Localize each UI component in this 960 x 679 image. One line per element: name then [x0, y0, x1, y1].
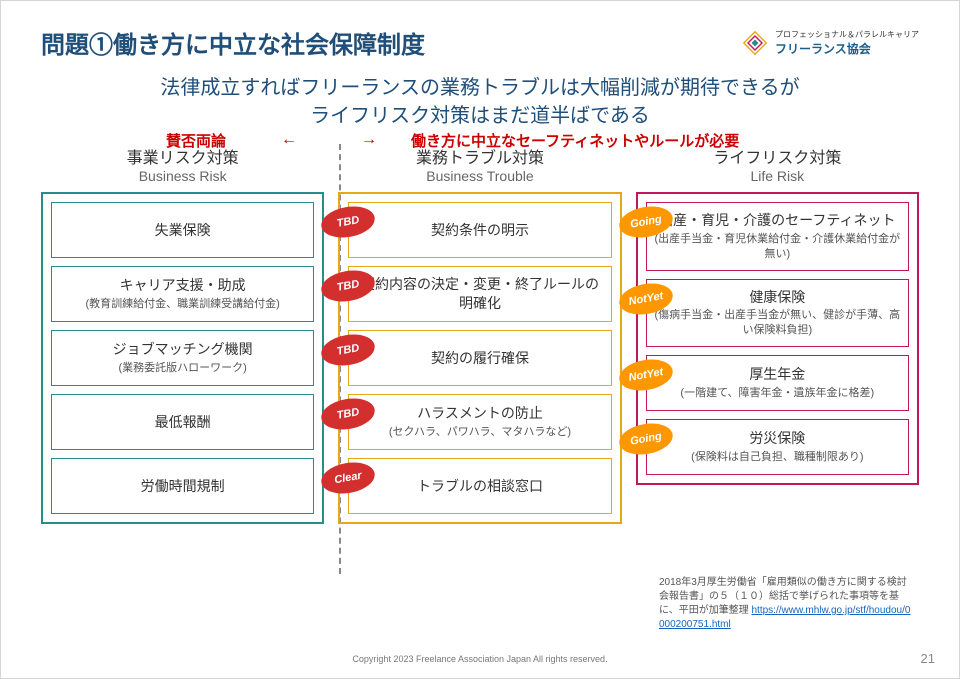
box-item: 労働時間規制: [51, 458, 314, 514]
box-item: Clearトラブルの相談窓口: [348, 458, 611, 514]
box-item: ジョブマッチング機関(業務委託版ハローワーク): [51, 330, 314, 386]
page-number: 21: [921, 651, 935, 666]
col-header-jp: 事業リスク対策: [41, 144, 324, 168]
subtitle-line1: 法律成立すればフリーランスの業務トラブルは大幅削減が期待できるが: [41, 74, 919, 102]
box-item: TBD契約内容の決定・変更・終了ルールの明確化: [348, 266, 611, 322]
columns-container: 事業リスク対策 Business Risk 失業保険 キャリア支援・助成(教育訓…: [41, 144, 919, 524]
logo-text: プロフェッショナル＆パラレルキャリア フリーランス協会: [775, 29, 919, 57]
column-life-risk: ライフリスク対策 Life Risk Going出産・育児・介護のセーフティネッ…: [636, 144, 919, 524]
diamond-logo-icon: [741, 29, 769, 57]
box-item: TBDハラスメントの防止(セクハラ、パワハラ、マタハラなど): [348, 394, 611, 450]
boxes: Going出産・育児・介護のセーフティネット(出産手当金・育児休業給付金・介護休…: [636, 192, 919, 485]
box-item: TBD契約の履行確保: [348, 330, 611, 386]
box-item: NotYet厚生年金(一階建て、障害年金・遺族年金に格差): [646, 355, 909, 411]
boxes: 失業保険 キャリア支援・助成(教育訓練給付金、職業訓練受講給付金) ジョブマッチ…: [41, 192, 324, 524]
slide: プロフェッショナル＆パラレルキャリア フリーランス協会 問題①働き方に中立な社会…: [0, 0, 960, 679]
box-item: NotYet健康保険(傷病手当金・出産手当金が無い、健診が手薄、高い保険料負担): [646, 279, 909, 348]
col-header-en: Business Trouble: [338, 168, 621, 184]
box-item: Going出産・育児・介護のセーフティネット(出産手当金・育児休業給付金・介護休…: [646, 202, 909, 271]
col-header-jp: 業務トラブル対策: [338, 144, 621, 168]
logo: プロフェッショナル＆パラレルキャリア フリーランス協会: [741, 29, 919, 57]
column-business-trouble: 業務トラブル対策 Business Trouble TBD契約条件の明示 TBD…: [338, 144, 621, 524]
logo-name: フリーランス協会: [775, 40, 919, 57]
col-header: 事業リスク対策 Business Risk: [41, 144, 324, 184]
col-header: ライフリスク対策 Life Risk: [636, 144, 919, 184]
column-business-risk: 事業リスク対策 Business Risk 失業保険 キャリア支援・助成(教育訓…: [41, 144, 324, 524]
col-header-en: Life Risk: [636, 168, 919, 184]
col-header: 業務トラブル対策 Business Trouble: [338, 144, 621, 184]
footer-note: 2018年3月厚生労働省「雇用類似の働き方に関する検討会報告書」の５（１０）総括…: [659, 576, 911, 632]
col-header-jp: ライフリスク対策: [636, 144, 919, 168]
subtitle: 法律成立すればフリーランスの業務トラブルは大幅削減が期待できるが ライフリスク対…: [41, 74, 919, 130]
boxes: TBD契約条件の明示 TBD契約内容の決定・変更・終了ルールの明確化 TBD契約…: [338, 192, 621, 524]
box-item: TBD契約条件の明示: [348, 202, 611, 258]
copyright: Copyright 2023 Freelance Association Jap…: [1, 654, 959, 664]
subtitle-line2: ライフリスク対策はまだ道半ばである: [41, 102, 919, 130]
box-item: Going労災保険(保険料は自己負担、職種制限あり): [646, 419, 909, 475]
box-item: 最低報酬: [51, 394, 314, 450]
box-item: キャリア支援・助成(教育訓練給付金、職業訓練受講給付金): [51, 266, 314, 322]
logo-tagline: プロフェッショナル＆パラレルキャリア: [775, 29, 919, 40]
box-item: 失業保険: [51, 202, 314, 258]
col-header-en: Business Risk: [41, 168, 324, 184]
